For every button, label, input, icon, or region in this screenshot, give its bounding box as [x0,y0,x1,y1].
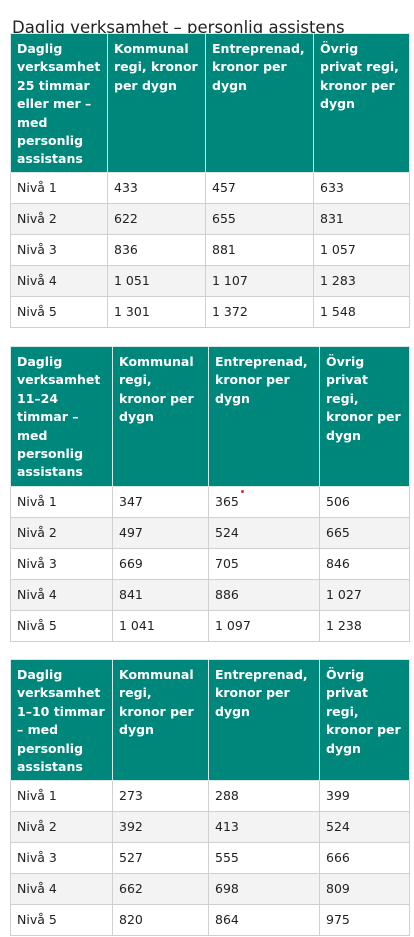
level-cell: Nivå 2 [10,811,113,843]
other-private-cell: 399 [319,780,410,812]
table-row: Nivå 5 1 301 1 372 1 548 [10,296,410,328]
other-private-cell: 506 [319,486,410,518]
municipal-cell: 622 [107,203,206,235]
other-private-cell: 524 [319,811,410,843]
table-row: Nivå 4 1 051 1 107 1 283 [10,265,410,297]
municipal-cell: 1 051 [107,265,206,297]
contractor-cell: 655 [205,203,314,235]
level-cell: Nivå 2 [10,203,108,235]
level-cell: Nivå 4 [10,579,113,611]
table-row: Nivå 2 392 413 524 [10,811,410,843]
table-header-row: Daglig verksamhet 25 timmar eller mer – … [10,33,410,173]
other-private-cell: 846 [319,548,410,580]
header-activity: Daglig verksamhet 25 timmar eller mer – … [10,33,108,173]
table-header-row: Daglig verksamhet 1–10 timmar – med pers… [10,659,410,781]
other-private-cell: 1 283 [313,265,410,297]
table-row: Nivå 3 669 705 846 [10,548,410,580]
contractor-cell: 1 097 [208,610,320,642]
municipal-cell: 392 [112,811,209,843]
municipal-cell: 347 [112,486,209,518]
level-cell: Nivå 1 [10,172,108,204]
header-contractor: Entreprenad, kronor per dygn [208,659,320,781]
table-row: Nivå 4 841 886 1 027 [10,579,410,611]
table-row: Nivå 4 662 698 809 [10,873,410,905]
municipal-cell: 527 [112,842,209,874]
contractor-cell: 886 [208,579,320,611]
header-municipal: Kommunal regi, kronor per dygn [112,659,209,781]
header-municipal: Kommunal regi, kronor per dygn [112,346,209,487]
level-cell: Nivå 3 [10,234,108,266]
other-private-cell: 633 [313,172,410,204]
header-other-private: Övrig privat regi, kronor per dygn [319,346,410,487]
table-row: Nivå 2 497 524 665 [10,517,410,549]
table-row: Nivå 5 1 041 1 097 1 238 [10,610,410,642]
table-row: Nivå 3 527 555 666 [10,842,410,874]
contractor-cell: 881 [205,234,314,266]
contractor-cell: 288 [208,780,320,812]
header-municipal: Kommunal regi, kronor per dygn [107,33,206,173]
red-dot-marker [241,490,244,493]
other-private-cell: 975 [319,904,410,936]
contractor-cell: 524 [208,517,320,549]
other-private-cell: 1 057 [313,234,410,266]
contractor-cell: 457 [205,172,314,204]
other-private-cell: 666 [319,842,410,874]
contractor-cell: 705 [208,548,320,580]
contractor-cell: 413 [208,811,320,843]
municipal-cell: 836 [107,234,206,266]
header-contractor: Entreprenad, kronor per dygn [205,33,314,173]
municipal-cell: 662 [112,873,209,905]
table-row: Nivå 3 836 881 1 057 [10,234,410,266]
municipal-cell: 1 041 [112,610,209,642]
municipal-cell: 497 [112,517,209,549]
page-title: Daglig verksamhet – personlig assistens [12,18,345,38]
level-cell: Nivå 3 [10,548,113,580]
header-other-private: Övrig privat regi, kronor per dygn [319,659,410,781]
other-private-cell: 1 238 [319,610,410,642]
level-cell: Nivå 3 [10,842,113,874]
contractor-cell: 1 372 [205,296,314,328]
table-header-row: Daglig verksamhet 11–24 timmar – med per… [10,346,410,487]
municipal-cell: 841 [112,579,209,611]
contractor-cell: 864 [208,904,320,936]
other-private-cell: 665 [319,517,410,549]
municipal-cell: 669 [112,548,209,580]
level-cell: Nivå 5 [10,904,113,936]
municipal-cell: 820 [112,904,209,936]
table-row: Nivå 5 820 864 975 [10,904,410,936]
other-private-cell: 1 027 [319,579,410,611]
level-cell: Nivå 1 [10,486,113,518]
other-private-cell: 831 [313,203,410,235]
other-private-cell: 809 [319,873,410,905]
table-row: Nivå 1 433 457 633 [10,172,410,204]
municipal-cell: 433 [107,172,206,204]
contractor-cell: 698 [208,873,320,905]
level-cell: Nivå 2 [10,517,113,549]
contractor-cell: 555 [208,842,320,874]
price-table-1-10-hours: Daglig verksamhet 1–10 timmar – med pers… [10,659,410,936]
header-contractor: Entreprenad, kronor per dygn [208,346,320,487]
table-row: Nivå 2 622 655 831 [10,203,410,235]
level-cell: Nivå 1 [10,780,113,812]
table-row: Nivå 1 273 288 399 [10,780,410,812]
header-other-private: Övrig privat regi, kronor per dygn [313,33,410,173]
municipal-cell: 1 301 [107,296,206,328]
level-cell: Nivå 5 [10,610,113,642]
header-activity: Daglig verksamhet 1–10 timmar – med pers… [10,659,113,781]
level-cell: Nivå 4 [10,265,108,297]
other-private-cell: 1 548 [313,296,410,328]
contractor-cell: 1 107 [205,265,314,297]
level-cell: Nivå 5 [10,296,108,328]
level-cell: Nivå 4 [10,873,113,905]
table-row: Nivå 1 347 365 506 [10,486,410,518]
price-table-11-24-hours: Daglig verksamhet 11–24 timmar – med per… [10,346,410,642]
contractor-cell: 365 [208,486,320,518]
header-activity: Daglig verksamhet 11–24 timmar – med per… [10,346,113,487]
price-table-25-plus-hours: Daglig verksamhet 25 timmar eller mer – … [10,33,410,328]
municipal-cell: 273 [112,780,209,812]
